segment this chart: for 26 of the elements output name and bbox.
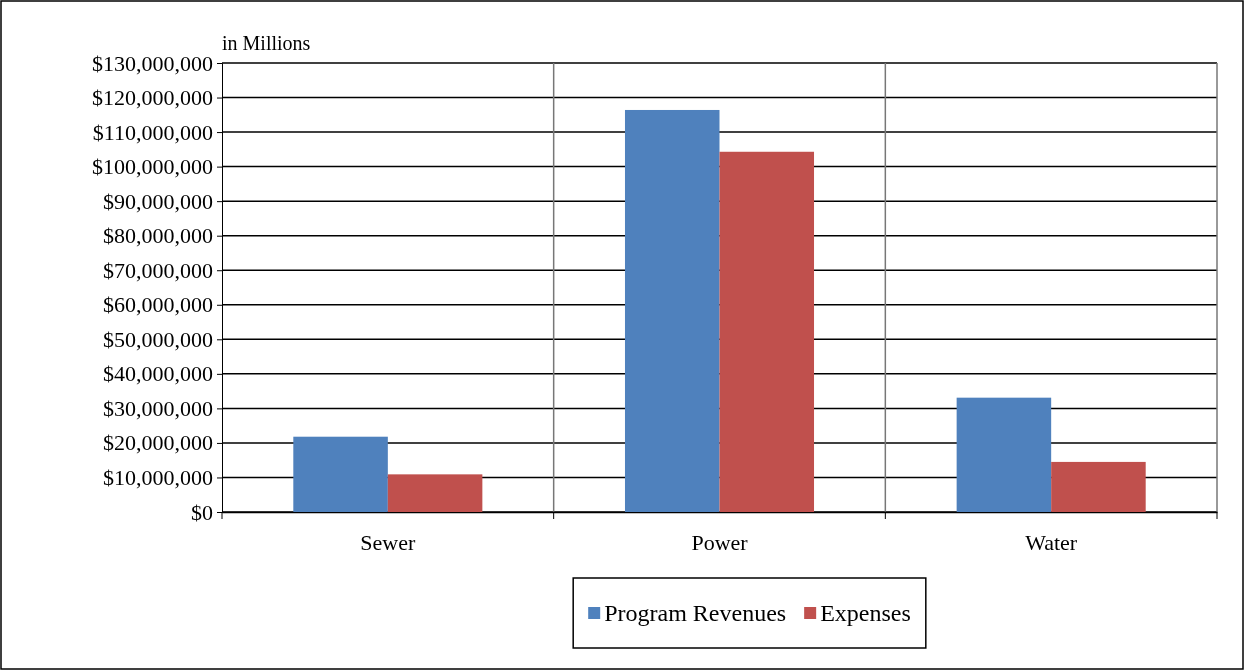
legend-label: Program Revenues bbox=[604, 600, 787, 626]
bar bbox=[956, 397, 1052, 512]
y-tick-label: $20,000,000 bbox=[103, 430, 213, 456]
x-tick-label: Power bbox=[691, 529, 749, 555]
y-tick-label: $40,000,000 bbox=[103, 361, 213, 387]
y-tick-label: $60,000,000 bbox=[103, 292, 213, 318]
bar bbox=[293, 436, 388, 512]
bar bbox=[719, 151, 815, 512]
text: in Millions bbox=[222, 32, 311, 54]
y-tick-label: $90,000,000 bbox=[103, 188, 213, 214]
y-tick-label: $100,000,000 bbox=[92, 154, 213, 180]
bar bbox=[1051, 461, 1146, 512]
y-tick-label: $70,000,000 bbox=[103, 257, 213, 283]
y-tick-label: $0 bbox=[191, 499, 213, 525]
y-tick-label: $80,000,000 bbox=[103, 223, 213, 249]
x-tick-label: Sewer bbox=[360, 529, 416, 555]
y-tick-label: $10,000,000 bbox=[103, 465, 213, 490]
y-tick-label: $30,000,000 bbox=[103, 395, 213, 421]
bar bbox=[387, 474, 483, 512]
legend-label: Expenses bbox=[820, 600, 911, 626]
bar bbox=[624, 109, 720, 512]
y-tick-label: $130,000,000 bbox=[92, 50, 213, 76]
y-tick-label: $110,000,000 bbox=[92, 119, 213, 145]
y-tick-label: $50,000,000 bbox=[103, 326, 213, 352]
y-tick-label: $120,000,000 bbox=[92, 85, 213, 111]
x-tick-label: Water bbox=[1025, 529, 1078, 555]
